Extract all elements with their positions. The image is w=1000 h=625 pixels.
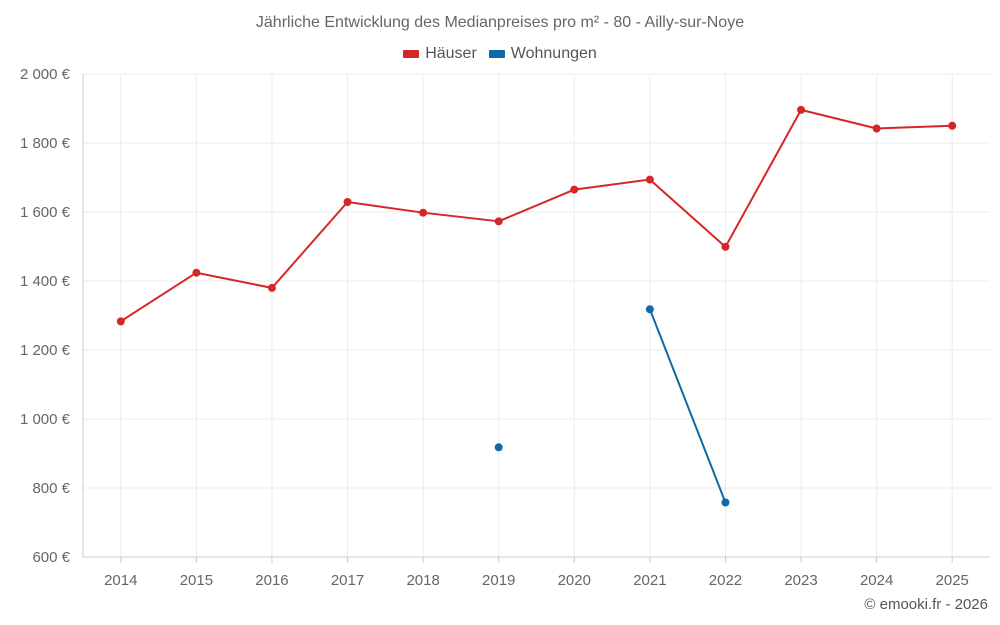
series-haeuser (116, 105, 957, 326)
data-point-wohnungen[interactable] (494, 443, 503, 452)
x-tick-label: 2023 (784, 572, 817, 589)
data-point-haeuser[interactable] (343, 197, 352, 206)
x-tick-label: 2015 (180, 572, 213, 589)
data-point-haeuser[interactable] (872, 124, 881, 133)
y-tick-label: 800 € (32, 480, 70, 497)
x-tick-label: 2022 (709, 572, 742, 589)
series-layer (116, 105, 957, 507)
grid (83, 73, 990, 558)
data-point-haeuser[interactable] (116, 317, 125, 326)
data-point-wohnungen[interactable] (645, 305, 654, 314)
legend-label-wohnungen: Wohnungen (510, 45, 597, 62)
x-tick-label: 2021 (633, 572, 666, 589)
y-tick-label: 600 € (32, 549, 70, 566)
x-tick-label: 2014 (104, 572, 137, 589)
data-point-wohnungen[interactable] (721, 498, 730, 507)
y-tick-label: 1 800 € (20, 135, 71, 152)
credit: © emooki.fr - 2026 (864, 596, 988, 613)
data-point-haeuser[interactable] (797, 105, 806, 114)
y-tick-label: 1 000 € (20, 411, 71, 428)
axes: 600 € 800 € 1 000 € 1 200 € 1 400 € 1 600 € 1 … (20, 66, 990, 589)
x-tick-label: 2025 (936, 572, 969, 589)
data-point-haeuser[interactable] (721, 242, 730, 251)
x-tick-label: 2016 (255, 572, 288, 589)
data-point-haeuser[interactable] (570, 185, 579, 194)
x-tick-label: 2017 (331, 572, 364, 589)
series-line-wohnungen (648, 308, 727, 503)
y-tick-label: 1 400 € (20, 273, 71, 290)
data-point-haeuser[interactable] (419, 208, 428, 217)
chart-title: Jährliche Entwicklung des Medianpreises … (255, 14, 745, 31)
legend-swatch-haeuser (403, 50, 420, 58)
y-tick-label: 1 600 € (20, 204, 71, 221)
data-point-haeuser[interactable] (192, 268, 201, 277)
data-point-haeuser[interactable] (645, 175, 654, 184)
data-point-haeuser[interactable] (494, 217, 503, 226)
series-wohnungen (494, 305, 730, 507)
data-point-haeuser[interactable] (267, 283, 276, 292)
y-tick-label: 2 000 € (20, 66, 71, 83)
x-tick-label: 2019 (482, 572, 515, 589)
x-tick-label: 2024 (860, 572, 893, 589)
legend-swatch-wohnungen (488, 50, 505, 58)
data-point-haeuser[interactable] (948, 121, 957, 130)
x-tick-label: 2020 (558, 572, 591, 589)
legend-item-haeuser[interactable]: Häuser (403, 45, 477, 63)
legend-item-wohnungen[interactable]: Wohnungen (488, 45, 597, 63)
legend: Häuser Wohnungen (0, 45, 1000, 63)
x-tick-label: 2018 (406, 572, 439, 589)
y-tick-label: 1 200 € (20, 342, 71, 359)
legend-label-haeuser: Häuser (425, 45, 477, 62)
series-line-haeuser (120, 108, 953, 323)
